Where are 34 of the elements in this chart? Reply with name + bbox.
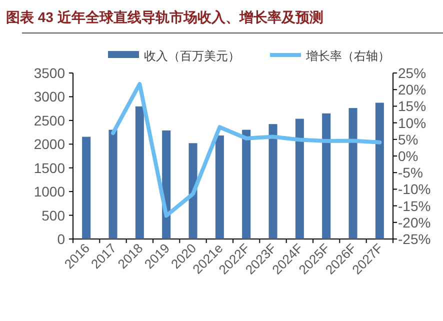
bar xyxy=(322,113,331,239)
bar xyxy=(268,124,278,239)
bar xyxy=(188,143,198,239)
y2-tick-label: 25% xyxy=(398,65,426,81)
y-tick-label: 500 xyxy=(42,207,66,224)
chart-title: 图表 43 近年全球直线导轨市场收入、增长率及预测 xyxy=(6,9,324,25)
y2-tick-label: -15% xyxy=(398,198,431,214)
y2-tick-label: 10% xyxy=(398,114,426,131)
y-tick-label: 3500 xyxy=(34,65,66,81)
y2-tick-label: -5% xyxy=(398,164,423,181)
legend-label: 增长率（右轴） xyxy=(305,49,390,63)
y2-tick-label: -25% xyxy=(398,231,431,247)
y2-tick-label: 15% xyxy=(398,98,426,114)
y-tick-label: 0 xyxy=(57,231,66,247)
bar xyxy=(108,130,118,239)
bar xyxy=(215,135,224,239)
y2-tick-label: -20% xyxy=(398,214,431,230)
bar xyxy=(375,102,384,239)
bar xyxy=(295,118,304,239)
y-tick-label: 3000 xyxy=(34,88,66,105)
bar xyxy=(82,136,91,239)
bar xyxy=(242,130,251,239)
line-series xyxy=(111,82,382,218)
y-tick-label: 1500 xyxy=(34,160,66,176)
y-tick-label: 2500 xyxy=(34,112,66,128)
bar xyxy=(348,108,358,239)
y-tick-label: 2000 xyxy=(34,136,66,152)
bar xyxy=(135,106,144,239)
y2-tick-label: -10% xyxy=(398,181,431,198)
legend-label: 收入（百万美元） xyxy=(144,49,240,63)
y2-tick-label: 0% xyxy=(398,148,418,164)
y2-tick-label: 20% xyxy=(398,82,426,98)
y2-tick-label: 5% xyxy=(398,131,418,148)
y-tick-label: 1000 xyxy=(34,184,66,200)
